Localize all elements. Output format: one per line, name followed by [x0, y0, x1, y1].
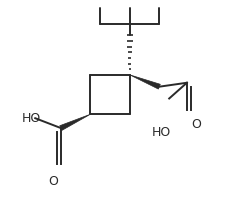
Text: O: O	[190, 118, 200, 131]
Text: O: O	[48, 175, 58, 188]
Text: HO: HO	[21, 112, 40, 125]
Polygon shape	[129, 75, 160, 89]
Text: HO: HO	[151, 126, 170, 139]
Polygon shape	[60, 114, 90, 130]
